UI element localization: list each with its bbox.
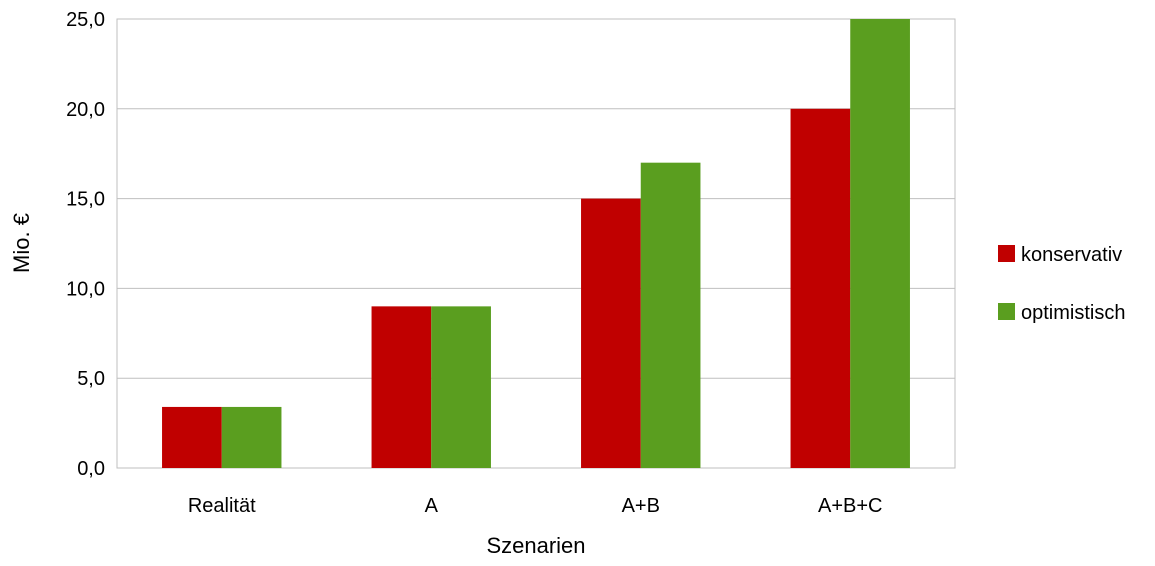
y-tick-label: 0,0 xyxy=(77,458,105,480)
y-tick-label: 15,0 xyxy=(66,189,105,211)
x-tick-label: A+B xyxy=(622,495,660,517)
x-tick-label: A+B+C xyxy=(818,495,882,517)
legend-swatch xyxy=(998,303,1015,320)
x-axis-title: Szenarien xyxy=(486,533,585,558)
bar-konservativ-3 xyxy=(790,108,851,469)
bar-konservativ-2 xyxy=(581,198,641,468)
legend-label: konservativ xyxy=(1021,244,1122,266)
y-tick-label: 10,0 xyxy=(66,278,105,300)
legend: konservativ optimistisch xyxy=(998,244,1125,324)
bars xyxy=(162,19,910,469)
bar-optimistisch-3 xyxy=(850,19,910,468)
legend-swatch xyxy=(998,245,1015,262)
legend-label: optimistisch xyxy=(1021,302,1125,324)
bar-optimistisch-1 xyxy=(431,306,491,468)
y-tick-label: 5,0 xyxy=(77,368,105,390)
y-tick-label: 25,0 xyxy=(66,9,105,31)
bar-optimistisch-2 xyxy=(640,162,701,468)
bar-konservativ-0 xyxy=(162,406,222,468)
plot-area-frame xyxy=(116,18,956,469)
x-axis-ticks: Realität A A+B A+B+C xyxy=(188,495,883,517)
y-tick-label: 20,0 xyxy=(66,99,105,121)
x-tick-label: A xyxy=(425,495,439,517)
y-axis-title: Mio. € xyxy=(9,213,34,273)
bar-optimistisch-0 xyxy=(221,406,282,468)
x-tick-label: Realität xyxy=(188,495,256,517)
bar-konservativ-1 xyxy=(371,306,432,468)
y-axis-ticks: 0,0 5,0 10,0 15,0 20,0 25,0 xyxy=(66,9,105,480)
